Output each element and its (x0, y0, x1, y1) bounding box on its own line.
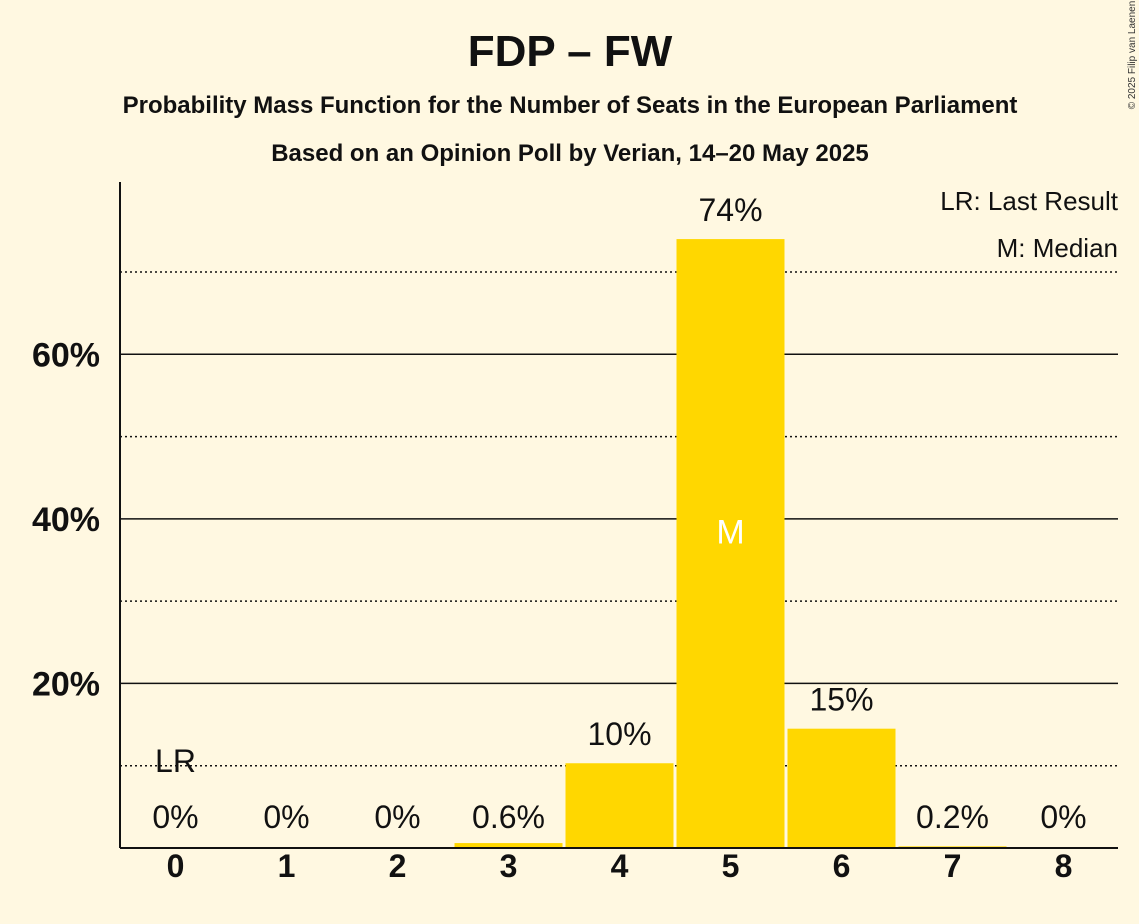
data-label-1: 0% (263, 799, 309, 835)
data-label-4: 10% (587, 716, 651, 752)
bar-4 (565, 763, 674, 848)
y-tick-label-40: 40% (32, 501, 100, 539)
x-tick-label-1: 1 (278, 848, 296, 884)
bar-3 (454, 843, 563, 848)
chart-subtitle: Probability Mass Function for the Number… (123, 92, 1018, 119)
chart-source-line: Based on an Opinion Poll by Verian, 14–2… (271, 140, 869, 167)
data-label-3: 0.6% (472, 799, 545, 835)
data-label-7: 0.2% (916, 799, 989, 835)
chart-title: FDP – FW (468, 27, 673, 76)
x-tick-label-3: 3 (500, 848, 518, 884)
data-labels: 0% 0% 0% 0.6% 10% 74% 15% 0.2% 0% M LR (152, 192, 1086, 835)
data-label-8: 0% (1040, 799, 1086, 835)
data-label-6: 15% (809, 682, 873, 718)
x-tick-label-0: 0 (167, 848, 185, 884)
bar-5 (676, 239, 785, 849)
gridlines (120, 271, 1118, 767)
bar-6 (787, 728, 896, 848)
copyright-notice: © 2025 Filip van Laenen (1127, 1, 1138, 110)
x-tick-label-8: 8 (1055, 848, 1073, 884)
x-tick-label-6: 6 (833, 848, 851, 884)
data-label-5: 74% (698, 192, 762, 228)
y-tick-label-60: 60% (32, 336, 100, 374)
x-tick-label-7: 7 (944, 848, 962, 884)
median-marker: M (716, 514, 744, 552)
bars (454, 239, 1007, 849)
legend-last-result: LR: Last Result (940, 186, 1119, 216)
data-label-2: 0% (374, 799, 420, 835)
x-tick-label-4: 4 (611, 848, 629, 884)
data-label-0: 0% (152, 799, 198, 835)
x-tick-label-2: 2 (389, 848, 407, 884)
legend-median: M: Median (997, 233, 1118, 263)
axes: 20% 40% 60% 0 1 2 3 4 5 6 7 8 (32, 182, 1118, 884)
last-result-marker: LR (155, 743, 196, 779)
x-tick-label-5: 5 (722, 848, 740, 884)
y-tick-label-20: 20% (32, 665, 100, 703)
